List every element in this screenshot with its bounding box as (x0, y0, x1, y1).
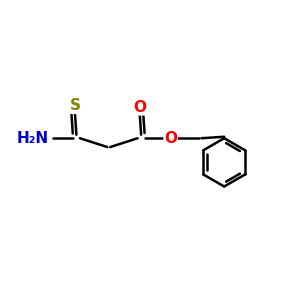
Text: S: S (69, 98, 80, 113)
Text: O: O (164, 131, 177, 146)
Text: O: O (133, 100, 146, 115)
Text: H₂N: H₂N (16, 131, 48, 146)
